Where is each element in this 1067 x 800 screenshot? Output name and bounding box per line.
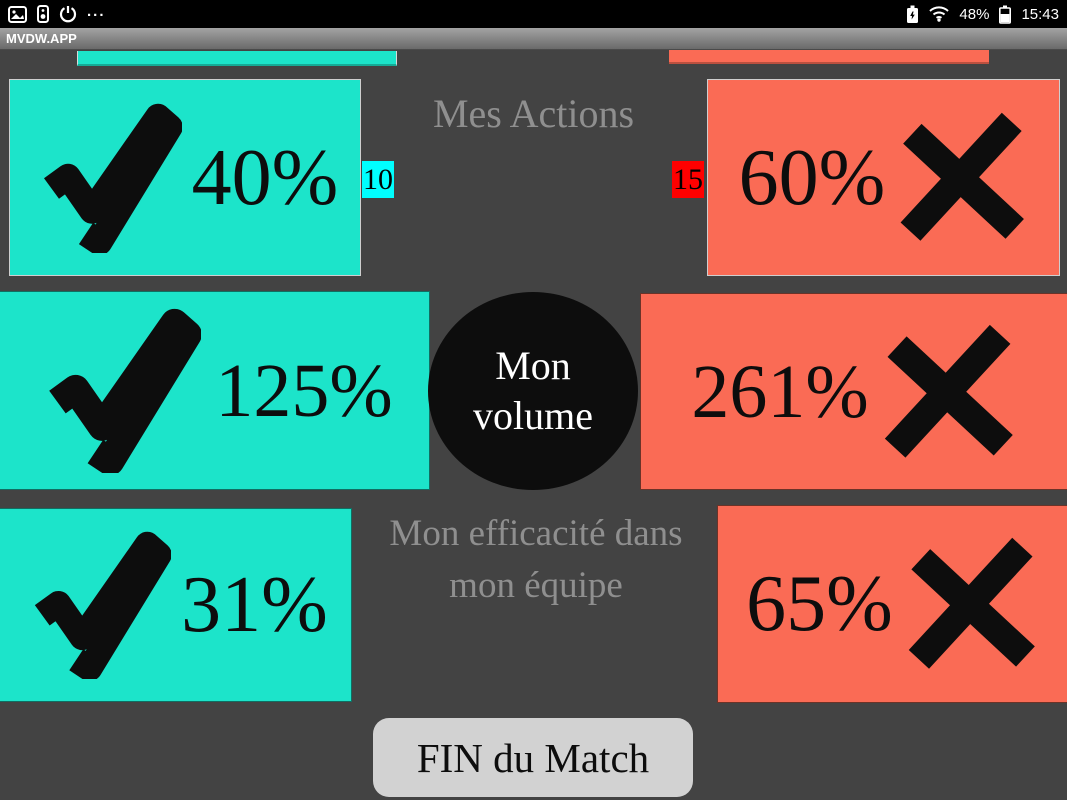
efficacite-title-line1: Mon efficacité dans	[389, 513, 683, 554]
power-saver-icon	[59, 5, 77, 23]
screenshot-icon	[8, 5, 27, 23]
status-bar-left: ...	[8, 3, 106, 26]
efficacite-title: Mon efficacité dans mon équipe	[0, 508, 1067, 612]
efficacite-success-tile[interactable]: 31%	[0, 508, 352, 702]
actions-success-pct: 40%	[191, 133, 339, 222]
cross-icon	[884, 324, 1013, 458]
efficacite-fail-tile[interactable]: 65%	[717, 505, 1067, 703]
mon-volume-label-line1: Mon	[495, 343, 571, 388]
efficacite-success-pct: 31%	[181, 561, 328, 649]
battery-icon	[999, 5, 1012, 24]
speaker-icon	[37, 5, 49, 23]
checkmark-icon	[43, 103, 182, 253]
status-ellipsis: ...	[87, 2, 106, 20]
volume-success-tile[interactable]: 125%	[0, 291, 430, 490]
actions-fail-pct: 60%	[738, 133, 886, 222]
volume-fail-tile[interactable]: 261%	[640, 293, 1067, 490]
app-bar: MVDW.APP	[0, 28, 1067, 50]
status-bar-right: 48% 15:43	[906, 5, 1059, 24]
mon-volume-circle[interactable]: Mon volume	[428, 292, 638, 490]
status-bar: ... 48% 15:43	[0, 0, 1067, 28]
battery-percent-label: 48%	[959, 5, 990, 23]
top-fail-bar-cutoff[interactable]	[669, 50, 989, 64]
cross-icon	[908, 537, 1035, 669]
volume-success-pct: 125%	[215, 348, 393, 433]
mes-actions-title: Mes Actions	[432, 91, 635, 136]
actions-fail-tile[interactable]: 60%	[707, 79, 1060, 276]
checkmark-icon	[49, 308, 202, 473]
cross-icon	[900, 112, 1025, 241]
actions-success-tile[interactable]: 40%	[9, 79, 361, 276]
app-title: MVDW.APP	[6, 31, 77, 46]
clock-label: 15:43	[1021, 5, 1059, 23]
efficacite-fail-pct: 65%	[746, 560, 893, 648]
fail-count-badge: 15	[672, 161, 704, 198]
wifi-icon	[929, 6, 950, 22]
fin-du-match-button[interactable]: FIN du Match	[373, 718, 693, 797]
mon-volume-label-line2: volume	[473, 393, 593, 438]
top-success-bar-cutoff[interactable]	[77, 51, 397, 66]
volume-fail-pct: 261%	[691, 349, 869, 434]
efficacite-title-line2: mon équipe	[449, 564, 623, 606]
battery-saver-icon	[906, 5, 919, 24]
checkmark-icon	[35, 531, 172, 679]
success-count-badge: 10	[362, 161, 394, 198]
